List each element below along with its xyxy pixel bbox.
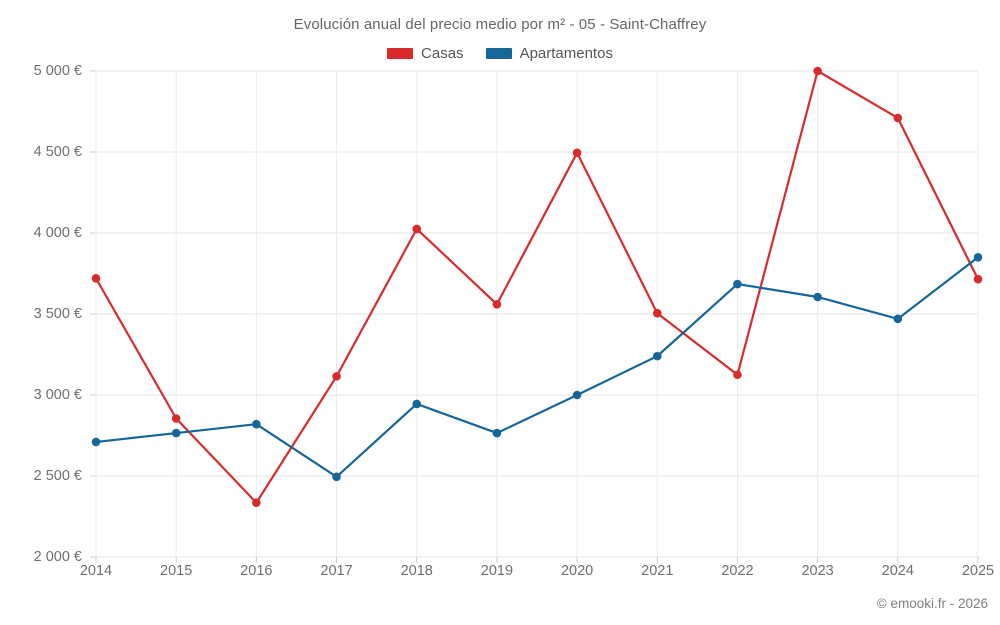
- y-axis-label: 5 000 €: [33, 63, 82, 79]
- series-casas: [91, 66, 983, 508]
- data-point[interactable]: [572, 148, 582, 158]
- series-apartamentos: [91, 252, 983, 482]
- data-point[interactable]: [412, 224, 422, 234]
- data-point[interactable]: [171, 428, 181, 438]
- y-axis-label: 4 000 €: [33, 225, 82, 241]
- data-point[interactable]: [813, 66, 822, 76]
- credit-text: © emooki.fr - 2026: [876, 596, 988, 611]
- data-point[interactable]: [733, 279, 742, 289]
- data-point[interactable]: [492, 299, 502, 309]
- y-axis-label: 2 500 €: [33, 468, 82, 484]
- data-point[interactable]: [733, 370, 742, 380]
- x-axis-label: 2022: [721, 563, 754, 579]
- x-axis-label: 2024: [881, 563, 914, 579]
- x-axis-label: 2017: [320, 563, 353, 579]
- legend-swatch-apartamentos: [485, 48, 512, 59]
- legend-label-apartamentos: Apartamentos: [519, 45, 613, 62]
- x-axis-label: 2016: [240, 563, 273, 579]
- x-axis-label: 2015: [160, 563, 193, 579]
- data-point[interactable]: [91, 274, 101, 283]
- data-point[interactable]: [893, 113, 903, 123]
- data-point[interactable]: [252, 498, 261, 508]
- x-axis-label: 2018: [400, 563, 433, 579]
- data-point[interactable]: [332, 372, 341, 381]
- y-axis-label: 3 000 €: [33, 387, 82, 403]
- x-axis-label: 2014: [79, 563, 113, 579]
- data-point[interactable]: [893, 314, 903, 324]
- data-point[interactable]: [572, 390, 582, 400]
- data-point[interactable]: [813, 292, 822, 302]
- series-line: [94, 69, 980, 504]
- legend-swatch-casas: [387, 48, 414, 59]
- data-point[interactable]: [332, 472, 341, 482]
- data-point[interactable]: [91, 437, 101, 447]
- y-axis-label: 4 500 €: [33, 144, 82, 160]
- x-axis-label: 2019: [480, 563, 514, 579]
- legend-item-apartamentos[interactable]: Apartamentos: [485, 45, 613, 62]
- data-point[interactable]: [492, 428, 502, 438]
- series-line: [94, 256, 980, 478]
- data-point[interactable]: [652, 308, 662, 318]
- data-point[interactable]: [412, 399, 422, 409]
- data-point[interactable]: [652, 351, 662, 361]
- data-point[interactable]: [171, 414, 181, 423]
- chart-title: Evolución anual del precio medio por m² …: [293, 16, 707, 33]
- legend-label-casas: Casas: [421, 45, 464, 62]
- data-point[interactable]: [973, 252, 983, 262]
- data-point[interactable]: [973, 274, 983, 284]
- chart-legend: Casas Apartamentos: [0, 45, 1000, 62]
- x-axis-label: 2021: [641, 563, 674, 579]
- x-axis-label: 2023: [801, 563, 834, 579]
- y-axis-label: 3 500 €: [33, 306, 82, 322]
- legend-item-casas[interactable]: Casas: [387, 45, 464, 62]
- x-axis-label: 2020: [560, 563, 594, 579]
- x-axis-label: 2025: [961, 563, 995, 579]
- data-point[interactable]: [252, 419, 261, 429]
- y-axis-label: 2 000 €: [33, 549, 82, 565]
